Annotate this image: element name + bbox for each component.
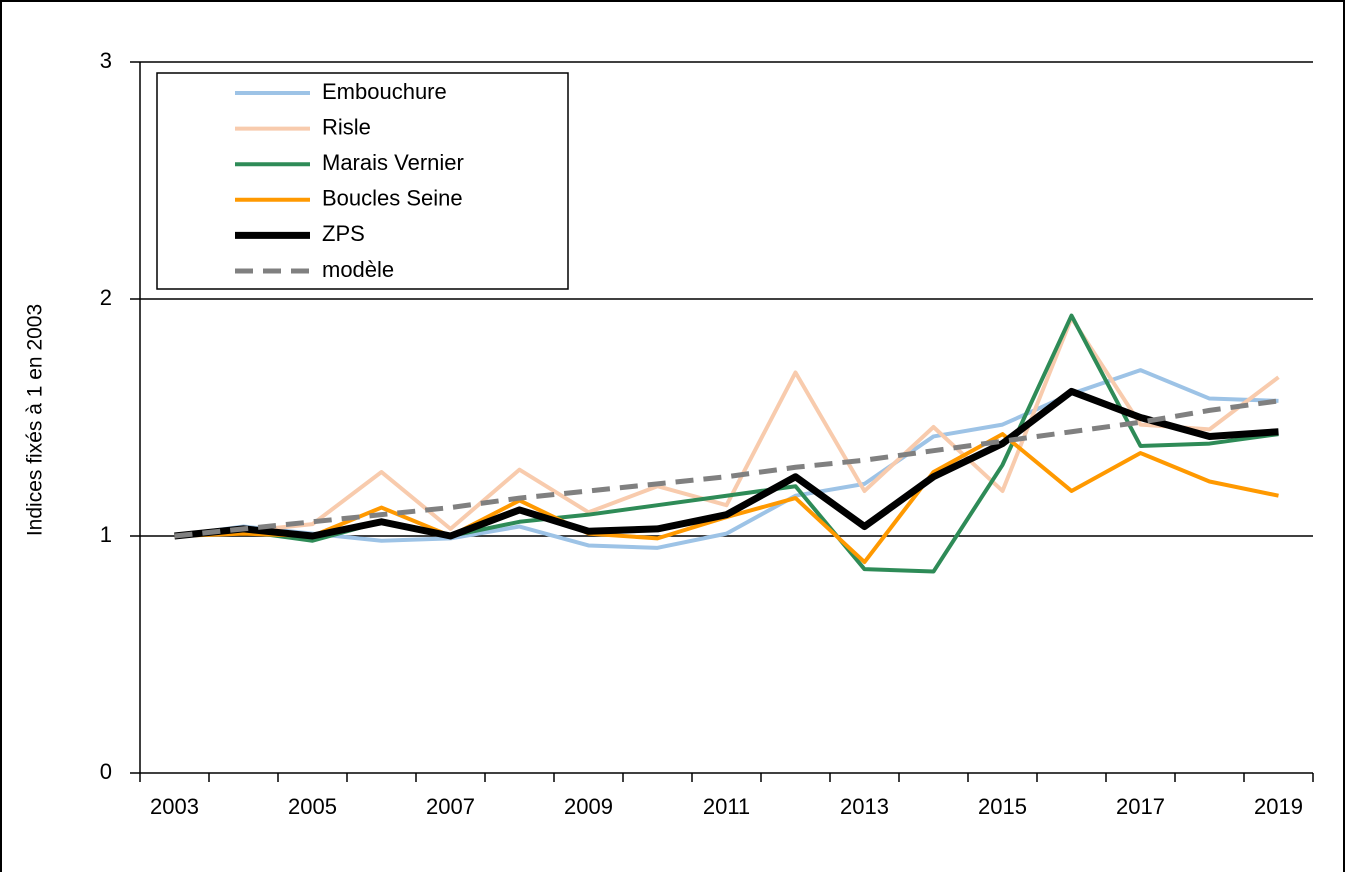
legend-label: ZPS [322, 221, 365, 246]
series-line [174, 387, 1279, 540]
x-tick-label: 2011 [703, 794, 750, 819]
series-line [174, 432, 1279, 565]
x-tick-label: 2019 [1254, 794, 1303, 819]
y-tick-label: 1 [100, 522, 112, 547]
series-line [174, 368, 1279, 550]
series-line [174, 398, 1279, 539]
y-tick-label: 0 [100, 759, 112, 784]
y-tick-label: 3 [100, 48, 112, 73]
legend-label: Embouchure [322, 79, 447, 104]
series-line [174, 315, 1280, 538]
x-tick-label: 2003 [150, 794, 199, 819]
y-tick-label: 2 [100, 285, 112, 310]
x-tick-label: 2009 [564, 794, 613, 819]
legend-label: Marais Vernier [322, 150, 464, 175]
x-tick-label: 2005 [288, 794, 337, 819]
x-tick-label: 2017 [1116, 794, 1165, 819]
x-tick-label: 2013 [840, 794, 889, 819]
legend-label: Boucles Seine [322, 186, 463, 211]
legend-box [156, 72, 569, 290]
legend-label: Risle [322, 114, 371, 139]
x-tick-label: 2007 [426, 794, 475, 819]
y-axis-label: Indices fixés à 1 en 2003 [24, 304, 47, 536]
x-tick-label: 2015 [978, 794, 1027, 819]
legend-label: modèle [322, 257, 394, 282]
